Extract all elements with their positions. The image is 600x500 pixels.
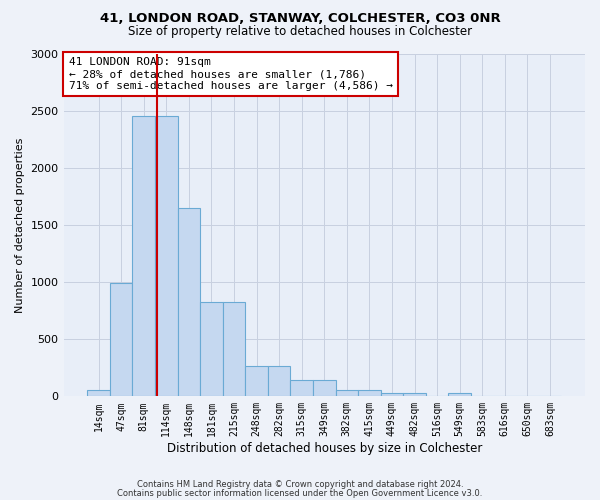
Bar: [245, 366, 268, 396]
Bar: [178, 208, 200, 396]
Bar: [313, 380, 335, 396]
Bar: [200, 302, 223, 396]
Bar: [155, 116, 178, 396]
Bar: [381, 393, 403, 396]
Bar: [403, 393, 426, 396]
Bar: [268, 366, 290, 396]
Text: Contains HM Land Registry data © Crown copyright and database right 2024.: Contains HM Land Registry data © Crown c…: [137, 480, 463, 489]
Bar: [358, 390, 381, 396]
Bar: [87, 390, 110, 396]
Text: Size of property relative to detached houses in Colchester: Size of property relative to detached ho…: [128, 25, 472, 38]
Text: Contains public sector information licensed under the Open Government Licence v3: Contains public sector information licen…: [118, 488, 482, 498]
Bar: [133, 116, 155, 396]
Bar: [448, 393, 471, 396]
Text: 41, LONDON ROAD, STANWAY, COLCHESTER, CO3 0NR: 41, LONDON ROAD, STANWAY, COLCHESTER, CO…: [100, 12, 500, 26]
Y-axis label: Number of detached properties: Number of detached properties: [15, 138, 25, 313]
Bar: [223, 302, 245, 396]
Bar: [335, 390, 358, 396]
Bar: [110, 284, 133, 397]
X-axis label: Distribution of detached houses by size in Colchester: Distribution of detached houses by size …: [167, 442, 482, 455]
Text: 41 LONDON ROAD: 91sqm
← 28% of detached houses are smaller (1,786)
71% of semi-d: 41 LONDON ROAD: 91sqm ← 28% of detached …: [69, 58, 393, 90]
Bar: [290, 380, 313, 396]
